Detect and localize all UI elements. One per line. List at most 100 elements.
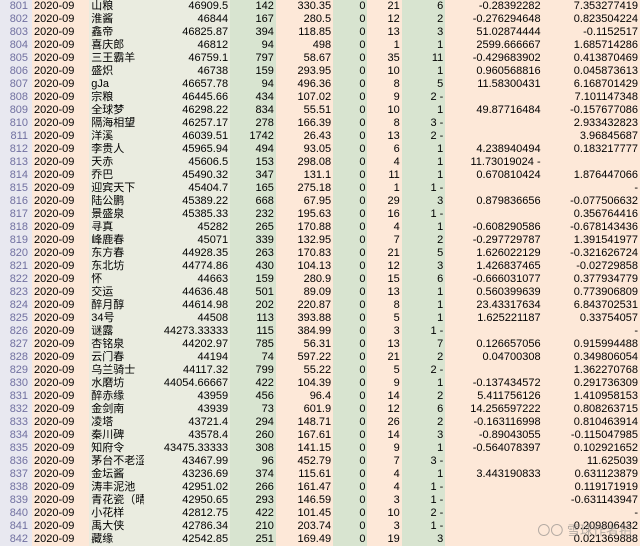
- cell-c9: 51.02874444: [445, 26, 542, 39]
- cell-c9: [445, 117, 542, 130]
- cell-c6: 0: [333, 455, 367, 468]
- table-row: 8242020-09醉月醇44614.98202220.8708123.4331…: [0, 299, 640, 312]
- table-row: 8392020-09青花瓷（晴42950.65293146.59031 --0.…: [0, 494, 640, 507]
- cell-date: 2020-09: [32, 273, 89, 286]
- table-row: 8052020-09三王霸羊46759.179758.6703511-0.429…: [0, 52, 640, 65]
- cell-c8: 1: [402, 39, 446, 52]
- cell-row: 820: [0, 247, 32, 260]
- cell-c9: [445, 130, 542, 143]
- table-row: 8262020-09谜露44273.33333115384.99031 --: [0, 325, 640, 338]
- cell-c7: 13: [367, 286, 401, 299]
- cell-c3: 42812.75: [144, 507, 230, 520]
- cell-c3: 44202.97: [144, 338, 230, 351]
- cell-c4: 668: [230, 195, 276, 208]
- cell-c4: 113: [230, 312, 276, 325]
- cell-c6: 0: [333, 39, 367, 52]
- cell-c9: 3.443190833: [445, 468, 542, 481]
- cell-c6: 0: [333, 156, 367, 169]
- table-row: 8152020-09迎宾天下45404.7165275.18011 --: [0, 182, 640, 195]
- cell-c5: 601.9: [276, 403, 333, 416]
- cell-c8: 11: [402, 52, 446, 65]
- cell-c10: 1.391541977: [543, 234, 640, 247]
- cell-date: 2020-09: [32, 416, 89, 429]
- cell-c8: 2: [402, 234, 446, 247]
- cell-c3: 43578.4: [144, 429, 230, 442]
- cell-c6: 0: [333, 221, 367, 234]
- cell-c4: 294: [230, 416, 276, 429]
- cell-date: 2020-09: [32, 0, 89, 13]
- cell-c10: 0.823504224: [543, 13, 640, 26]
- cell-row: 825: [0, 312, 32, 325]
- cell-c3: 44194: [144, 351, 230, 364]
- cell-c5: 104.39: [276, 377, 333, 390]
- cell-name: 杏铭泉: [89, 338, 144, 351]
- cell-c6: 0: [333, 468, 367, 481]
- cell-c10: 6.843702531: [543, 299, 640, 312]
- cell-c6: 0: [333, 286, 367, 299]
- cell-row: 838: [0, 481, 32, 494]
- cell-c10: 7.101147348: [543, 91, 640, 104]
- table-row: 8332020-09凌塔43721.4294148.710262-0.16311…: [0, 416, 640, 429]
- cell-c8: 1: [402, 468, 446, 481]
- cell-c3: 44508: [144, 312, 230, 325]
- cell-c6: 0: [333, 247, 367, 260]
- cell-date: 2020-09: [32, 351, 89, 364]
- cell-c4: 1742: [230, 130, 276, 143]
- cell-c3: 43959: [144, 390, 230, 403]
- cell-c5: 452.79: [276, 455, 333, 468]
- cell-c10: -: [543, 325, 640, 338]
- cell-name: 喜庆郎: [89, 39, 144, 52]
- table-row: 8092020-09全球梦46298.2283455.51010149.8771…: [0, 104, 640, 117]
- cell-c10: 0.291736309: [543, 377, 640, 390]
- cell-c6: 0: [333, 78, 367, 91]
- cell-date: 2020-09: [32, 234, 89, 247]
- table-row: 8302020-09水磨坊44054.66667422104.39091-0.1…: [0, 377, 640, 390]
- cell-date: 2020-09: [32, 221, 89, 234]
- cell-c6: 0: [333, 442, 367, 455]
- table-row: 8072020-09gJa46657.7894496.3608511.58300…: [0, 78, 640, 91]
- cell-c8: 1: [402, 156, 446, 169]
- cell-c3: 46825.87: [144, 26, 230, 39]
- cell-c3: 43467.99: [144, 455, 230, 468]
- cell-c10: 0.102921652: [543, 442, 640, 455]
- cell-c3: 42786.34: [144, 520, 230, 533]
- cell-date: 2020-09: [32, 286, 89, 299]
- cell-c4: 159: [230, 273, 276, 286]
- cell-row: 842: [0, 533, 32, 546]
- cell-c7: 7: [367, 234, 401, 247]
- cell-c3: 43236.69: [144, 468, 230, 481]
- cell-c10: 0.413870469: [543, 52, 640, 65]
- cell-c7: 12: [367, 403, 401, 416]
- cell-c3: 46657.78: [144, 78, 230, 91]
- cell-c8: 1 -: [402, 520, 446, 533]
- cell-c6: 0: [333, 507, 367, 520]
- cell-row: 819: [0, 234, 32, 247]
- cell-row: 809: [0, 104, 32, 117]
- cell-c4: 94: [230, 39, 276, 52]
- cell-date: 2020-09: [32, 39, 89, 52]
- cell-c10: 2.933432823: [543, 117, 640, 130]
- cell-name: 东北坊: [89, 260, 144, 273]
- cell-c8: 2: [402, 390, 446, 403]
- cell-c6: 0: [333, 377, 367, 390]
- cell-c5: 220.87: [276, 299, 333, 312]
- cell-c4: 456: [230, 390, 276, 403]
- cell-name: 寻真: [89, 221, 144, 234]
- cell-c8: 3 -: [402, 117, 446, 130]
- cell-c10: 7.353277419: [543, 0, 640, 13]
- cell-c3: 46738: [144, 65, 230, 78]
- cell-c9: [445, 520, 542, 533]
- cell-c9: -0.137434572: [445, 377, 542, 390]
- cell-c7: 10: [367, 507, 401, 520]
- cell-c4: 799: [230, 364, 276, 377]
- cell-c5: 55.51: [276, 104, 333, 117]
- cell-c5: 498: [276, 39, 333, 52]
- cell-c6: 0: [333, 0, 367, 13]
- cell-c8: 1: [402, 221, 446, 234]
- cell-name: 三王霸羊: [89, 52, 144, 65]
- cell-c3: 42950.65: [144, 494, 230, 507]
- cell-c9: -0.276294648: [445, 13, 542, 26]
- table-row: 8132020-09天赤45606.5153298.0804111.730190…: [0, 156, 640, 169]
- cell-c10: 11.625039: [543, 455, 640, 468]
- cell-c10: -0.02729858: [543, 260, 640, 273]
